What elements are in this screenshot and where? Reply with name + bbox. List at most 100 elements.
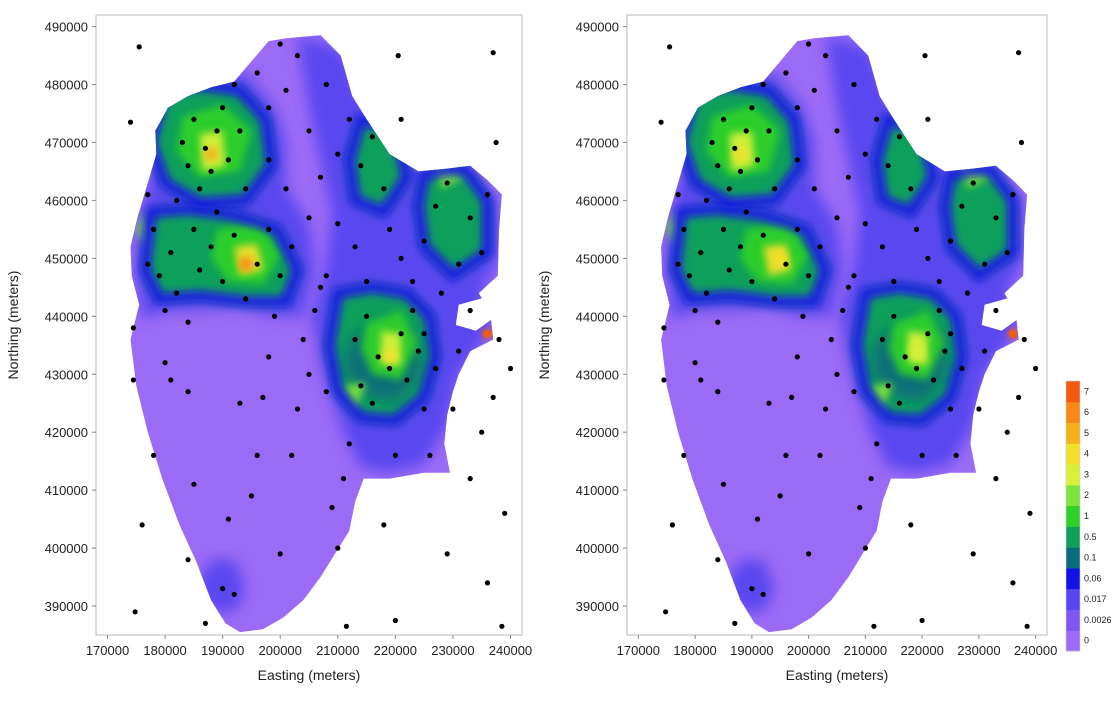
sample-point <box>444 180 450 186</box>
sample-point <box>772 296 778 302</box>
sample-point <box>692 307 698 314</box>
sample-point <box>806 551 812 557</box>
legend-label: 0.0026 <box>1084 615 1112 625</box>
map-panel-1: 170000 180000 190000 200000 210000 220000 2300… <box>5 14 532 683</box>
sample-point <box>675 192 681 198</box>
contour-band <box>675 79 806 209</box>
sample-point <box>925 331 931 337</box>
sample-point <box>364 278 370 285</box>
sample-point <box>840 307 846 314</box>
concentration-zones <box>136 35 499 612</box>
sample-point <box>132 609 138 615</box>
sample-point <box>925 116 931 122</box>
sample-point <box>404 377 410 383</box>
sample-point <box>970 551 976 557</box>
sample-point <box>922 53 928 59</box>
sample-point <box>658 119 664 125</box>
sample-point <box>202 620 208 627</box>
sample-point <box>335 151 341 157</box>
sample-point <box>369 400 375 406</box>
sample-point <box>427 452 433 458</box>
sample-point <box>783 261 789 267</box>
contour-band <box>939 163 1018 283</box>
contour-band <box>413 163 493 283</box>
sample-point <box>191 226 197 232</box>
sample-point <box>993 215 999 221</box>
sample-point <box>703 197 710 203</box>
sample-point <box>202 145 208 151</box>
x-tick-label: 240000 <box>1014 643 1057 658</box>
sample-point <box>874 441 880 447</box>
sample-point <box>811 186 817 192</box>
sample-point <box>493 139 499 146</box>
sample-point <box>891 278 897 285</box>
legend-swatch <box>1066 401 1080 424</box>
sample-point <box>789 394 795 400</box>
sample-point <box>130 377 136 383</box>
legend-swatch <box>1066 526 1080 548</box>
contour-band <box>851 282 967 426</box>
sample-point <box>737 244 744 250</box>
sample-point <box>942 348 948 354</box>
sample-point <box>381 522 387 528</box>
x-tick-label: 190000 <box>201 643 244 658</box>
sample-point <box>398 116 404 122</box>
sample-point <box>364 313 370 319</box>
sample-point <box>959 203 965 209</box>
sample-point <box>845 174 852 180</box>
sample-point <box>197 267 203 273</box>
sample-point <box>732 145 738 151</box>
sample-point <box>1018 139 1025 146</box>
sample-point <box>874 116 880 122</box>
sample-point <box>484 192 491 198</box>
sample-point <box>323 81 329 88</box>
sample-point <box>681 452 687 458</box>
sample-point <box>300 336 306 343</box>
sample-point <box>754 516 761 522</box>
sample-point <box>398 255 404 261</box>
legend-swatch <box>1066 630 1080 652</box>
sample-point <box>392 452 398 458</box>
sample-point <box>174 290 180 296</box>
sample-point <box>237 128 243 134</box>
sample-point <box>828 336 834 343</box>
sample-point <box>1004 250 1010 256</box>
zone-level-7 <box>136 209 145 247</box>
sample-point <box>964 290 971 296</box>
sample-point <box>953 452 959 458</box>
sample-point <box>783 452 789 458</box>
sample-point <box>902 354 908 360</box>
sample-points <box>658 41 1039 629</box>
sample-point <box>130 325 136 331</box>
sample-point <box>715 163 721 169</box>
legend-swatch <box>1066 422 1080 444</box>
sample-point <box>317 174 324 180</box>
legend-label: 5 <box>1084 428 1089 438</box>
sample-point <box>811 87 817 93</box>
zone-level-7 <box>666 209 676 247</box>
sample-point <box>237 400 243 406</box>
sample-point <box>352 244 358 250</box>
blank-patch <box>981 296 1022 331</box>
sample-point <box>277 41 283 47</box>
sample-point <box>760 81 766 88</box>
sample-point <box>479 429 485 435</box>
y-tick-label: 420000 <box>45 425 88 440</box>
sample-point <box>231 81 237 88</box>
sample-point <box>381 186 387 192</box>
legend-label: 0.1 <box>1084 553 1097 563</box>
legend-label: 0.5 <box>1084 532 1097 542</box>
sample-point <box>387 226 393 232</box>
sample-point <box>919 452 925 458</box>
sample-point <box>817 452 823 458</box>
sample-point <box>450 406 456 412</box>
sample-point <box>254 261 260 267</box>
sample-point <box>191 481 197 487</box>
sample-point <box>737 168 744 174</box>
sample-point <box>179 139 185 146</box>
y-tick-label: 400000 <box>576 541 619 556</box>
sample-point <box>925 255 931 261</box>
sample-point <box>947 406 954 412</box>
sample-point <box>681 226 687 232</box>
sample-point <box>675 261 681 267</box>
